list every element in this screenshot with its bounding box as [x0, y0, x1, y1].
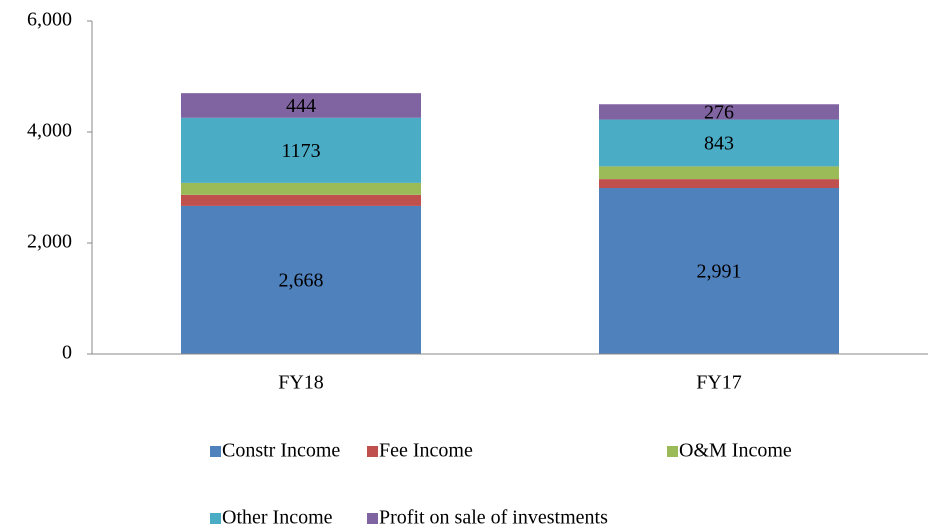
data-label: 444 — [286, 95, 316, 117]
legend-label: Fee Income — [379, 440, 473, 462]
data-label: 1173 — [281, 140, 320, 162]
y-tick-label: 4,000 — [27, 120, 72, 142]
legend-swatch — [367, 513, 378, 524]
bar-segment — [181, 182, 421, 195]
legend-swatch — [367, 446, 378, 457]
x-tick-label: FY18 — [278, 372, 324, 394]
bar-segment — [181, 93, 421, 118]
x-tick-label: FY17 — [696, 372, 742, 394]
bar-segment — [181, 205, 421, 354]
data-label: 276 — [704, 102, 734, 124]
bar-segment — [599, 119, 839, 167]
y-tick-label: 0 — [62, 342, 72, 364]
data-label: 2,668 — [279, 270, 324, 292]
legend-swatch — [210, 446, 221, 457]
legend-swatch — [667, 446, 678, 457]
data-label: 2,991 — [697, 261, 742, 283]
legend-swatch — [210, 513, 221, 524]
bar-segment — [599, 187, 839, 354]
bar-segment — [599, 104, 839, 120]
bar-segment — [599, 166, 839, 180]
bar-segment — [599, 179, 839, 188]
legend-label: Profit on sale of investments — [379, 507, 608, 527]
data-label: 843 — [704, 133, 734, 155]
bar-segment — [181, 117, 421, 183]
legend-label: Other Income — [222, 507, 333, 527]
y-tick-label: 2,000 — [27, 231, 72, 253]
y-tick-label: 6,000 — [27, 9, 72, 31]
legend-label: O&M Income — [679, 440, 792, 462]
legend-label: Constr Income — [222, 440, 340, 462]
bar-segment — [181, 194, 421, 206]
